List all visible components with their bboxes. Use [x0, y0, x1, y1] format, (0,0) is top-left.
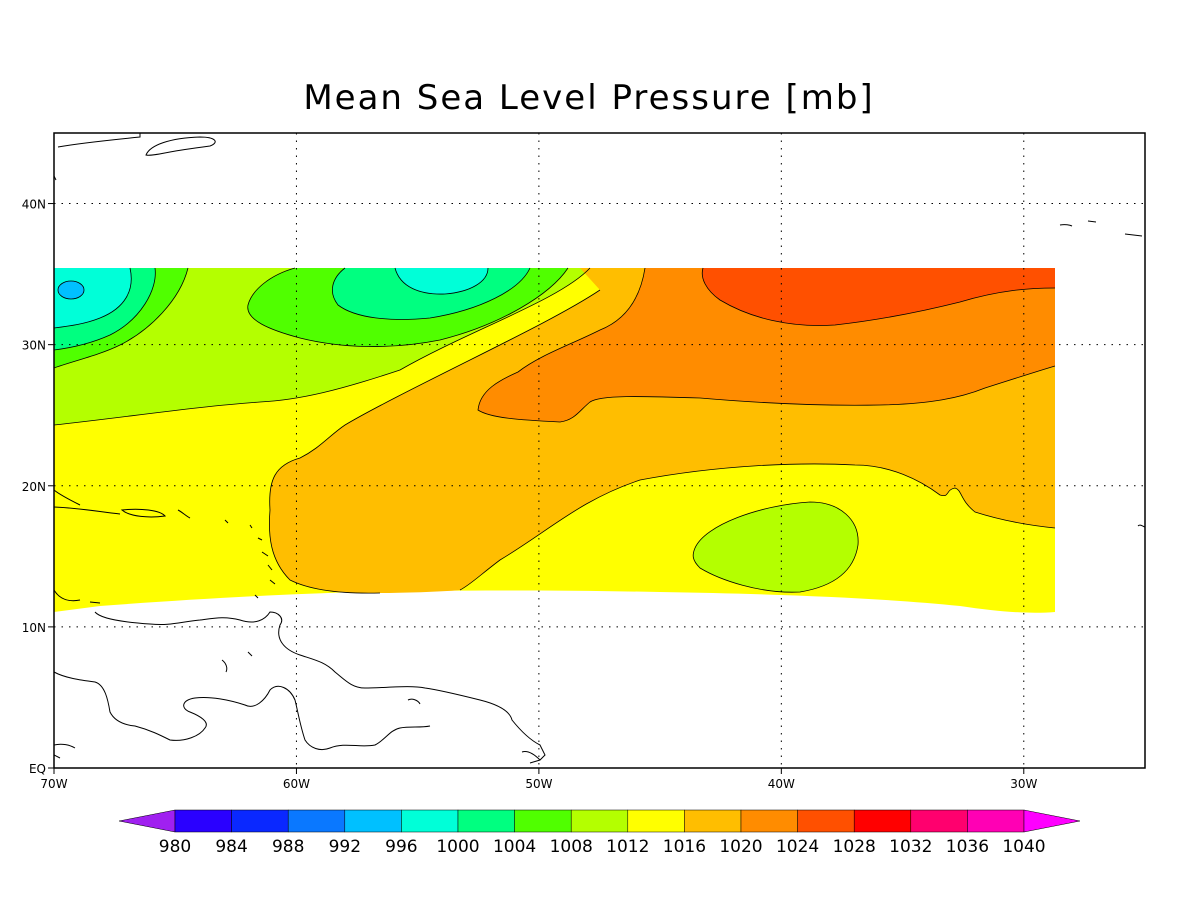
lat-tick-label: 30N — [22, 339, 46, 353]
colorbar-label: 1004 — [493, 837, 536, 857]
colorbar-box — [853, 809, 912, 833]
colorbar-label: 1008 — [550, 837, 593, 857]
region-1028 — [702, 268, 1055, 326]
colorbar-box — [570, 809, 629, 833]
colorbar-box — [401, 809, 459, 833]
pressure-field — [54, 267, 1056, 613]
colorbar-label: 1000 — [436, 837, 479, 857]
lon-tick-label: 40W — [768, 777, 795, 791]
colorbar-label: 992 — [329, 837, 361, 857]
lat-tick-label: 40N — [22, 198, 46, 212]
lat-tick-label: EQ — [29, 762, 46, 776]
colorbar-label: 1024 — [776, 837, 819, 857]
colorbar-arrow-low — [118, 809, 176, 833]
lon-tick-label: 30W — [1010, 777, 1037, 791]
region-1000-north — [395, 268, 488, 295]
colorbar-box — [231, 809, 289, 833]
lon-tick-label: 70W — [40, 777, 67, 791]
colorbar-label: 984 — [215, 837, 247, 857]
colorbar-label: 1012 — [606, 837, 649, 857]
colorbar-box — [627, 809, 685, 833]
colorbar-label: 988 — [272, 837, 304, 857]
colorbar-label: 1016 — [663, 837, 706, 857]
colorbar-label: 1032 — [889, 837, 932, 857]
colorbar-box — [967, 809, 1025, 833]
lon-tick-label: 50W — [525, 777, 552, 791]
lon-tick-label: 60W — [283, 777, 310, 791]
colorbar-label: 1020 — [719, 837, 762, 857]
coastlines — [54, 133, 1145, 764]
colorbar-box — [740, 809, 798, 833]
colorbar-arrow-high — [1023, 809, 1081, 833]
colorbar-label: 996 — [385, 837, 417, 857]
lat-tick-label: 10N — [22, 621, 46, 635]
colorbar-box — [174, 809, 232, 833]
colorbar-box — [797, 809, 855, 833]
lat-tick-label: 20N — [22, 480, 46, 494]
region-996 — [58, 281, 84, 299]
colorbar-box — [684, 809, 742, 833]
map-frame — [53, 132, 1146, 769]
colorbar-label: 1036 — [946, 837, 989, 857]
colorbar-label: 980 — [159, 837, 191, 857]
region-1012-southeast — [693, 502, 859, 593]
colorbar-box — [910, 809, 968, 833]
colorbar: 980 984 988 992 996 1000 1004 1008 1012 1016 1020 1… — [118, 809, 1081, 857]
graticule — [54, 133, 1145, 768]
colorbar-box — [514, 809, 572, 833]
map-title: Mean Sea Level Pressure [mb] — [303, 78, 875, 118]
colorbar-box — [344, 809, 402, 833]
colorbar-label: 1028 — [833, 837, 876, 857]
colorbar-label: 1040 — [1002, 837, 1045, 857]
colorbar-box — [287, 809, 346, 833]
colorbar-box — [457, 809, 515, 833]
axes: 70W 60W 50W 40W 30W EQ 10N 20N 30N 40N — [22, 198, 1038, 791]
